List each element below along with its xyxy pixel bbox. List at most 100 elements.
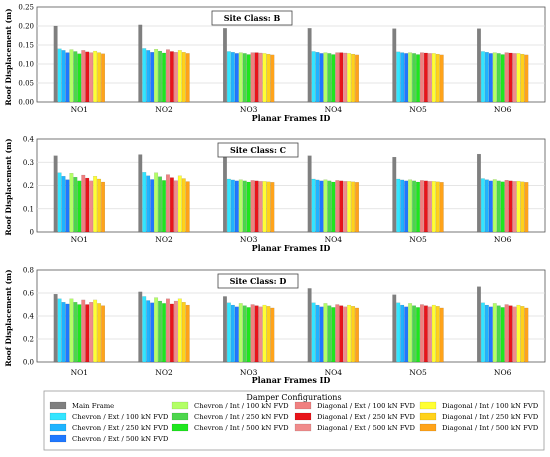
y-tick-label: 0.4 xyxy=(23,313,35,321)
legend-label: Diagonal / Ext / 250 kN FVD xyxy=(317,413,415,421)
bar xyxy=(181,52,186,103)
bar xyxy=(69,49,74,103)
bar xyxy=(416,181,420,233)
x-tick-label: NO6 xyxy=(494,235,512,244)
bar xyxy=(400,179,405,233)
bar xyxy=(185,53,190,103)
legend-title: Damper Configurations xyxy=(246,393,341,402)
bar xyxy=(154,297,159,363)
bar xyxy=(223,28,227,103)
x-axis-label: Planar Frames ID xyxy=(252,375,331,385)
bar xyxy=(488,306,493,363)
chart-title: Site Class: B xyxy=(224,13,281,23)
bar xyxy=(315,52,320,103)
x-tick-label: NO1 xyxy=(71,235,88,244)
bar xyxy=(412,180,416,233)
legend-item: Diagonal / Ext / 500 kN FVD xyxy=(294,423,415,432)
chart-panel-3: 0.0 0.2 0.4 0.6 0.8 Roof Displacement (m) NO1 N… xyxy=(4,267,546,385)
bar xyxy=(181,302,186,363)
bar xyxy=(61,50,66,103)
bar xyxy=(516,53,521,103)
bar xyxy=(150,52,155,103)
y-tick-label: 0.05 xyxy=(18,80,34,88)
bar xyxy=(512,181,517,233)
bar xyxy=(323,303,328,363)
bar xyxy=(496,53,501,103)
bar xyxy=(158,300,162,363)
bar xyxy=(492,52,497,103)
bar xyxy=(339,180,344,233)
bar xyxy=(419,52,424,103)
bar xyxy=(65,179,70,233)
bar xyxy=(315,304,320,363)
bar xyxy=(101,181,105,233)
bar xyxy=(266,181,271,233)
bar xyxy=(484,304,489,363)
bar xyxy=(89,180,94,233)
x-tick-label: NO4 xyxy=(325,105,343,114)
bar xyxy=(138,24,143,103)
bar xyxy=(331,181,336,233)
x-tick-label: NO2 xyxy=(155,368,173,377)
legend-item: Chevron / Int / 100 kN FVD xyxy=(171,401,289,410)
x-axis-label: Planar Frames ID xyxy=(252,243,331,253)
bar xyxy=(477,286,481,363)
bar xyxy=(347,53,352,103)
x-tick-label: NO3 xyxy=(240,105,258,114)
y-tick-label: 0.00 xyxy=(18,99,34,107)
bar xyxy=(85,51,90,103)
bar xyxy=(101,53,105,103)
bar xyxy=(142,48,147,103)
bar xyxy=(177,50,182,103)
bar xyxy=(61,302,66,363)
bar xyxy=(250,304,255,363)
bar xyxy=(431,181,436,233)
bar xyxy=(319,53,324,103)
bar xyxy=(262,304,267,363)
bar xyxy=(173,300,178,363)
bar xyxy=(404,180,409,233)
bar xyxy=(238,179,243,233)
bar xyxy=(408,179,413,233)
bar xyxy=(57,48,62,103)
bar xyxy=(400,304,405,363)
legend-item: Diagonal / Int / 500 kN FVD xyxy=(419,423,539,432)
y-axis-label: Roof Displacement (m) xyxy=(4,8,13,105)
chart-title: Site Class: D xyxy=(230,276,287,286)
bar xyxy=(162,180,166,233)
bar xyxy=(93,176,98,233)
bar xyxy=(311,51,316,103)
bar xyxy=(339,52,344,103)
y-tick-label: 0.2 xyxy=(23,336,34,344)
bar xyxy=(138,154,143,233)
x-tick-label: NO1 xyxy=(71,105,88,114)
bar xyxy=(520,181,525,233)
bar xyxy=(150,302,155,363)
bar xyxy=(262,53,267,103)
bar xyxy=(355,182,359,233)
legend-swatch xyxy=(294,423,312,432)
bar xyxy=(258,306,263,363)
bar xyxy=(85,304,90,363)
bar xyxy=(423,305,428,363)
bar xyxy=(400,52,405,103)
legend-label: Diagonal / Ext / 500 kN FVD xyxy=(317,424,415,432)
bar xyxy=(396,302,401,363)
bar xyxy=(347,304,352,363)
bar xyxy=(169,51,174,103)
bar xyxy=(230,304,235,363)
x-tick-label: NO2 xyxy=(155,235,173,244)
bar xyxy=(524,54,529,103)
bar xyxy=(480,178,485,233)
bar xyxy=(343,52,348,103)
x-tick-label: NO2 xyxy=(155,105,173,114)
bar xyxy=(73,176,78,233)
bar xyxy=(53,155,58,233)
legend-swatch xyxy=(294,412,312,421)
bar xyxy=(331,54,336,103)
legend-swatch xyxy=(419,412,437,421)
legend-label: Diagonal / Int / 500 kN FVD xyxy=(442,424,539,432)
bar xyxy=(162,303,166,363)
chart-title: Site Class: C xyxy=(230,145,286,155)
y-tick-label: 0.6 xyxy=(23,290,35,298)
